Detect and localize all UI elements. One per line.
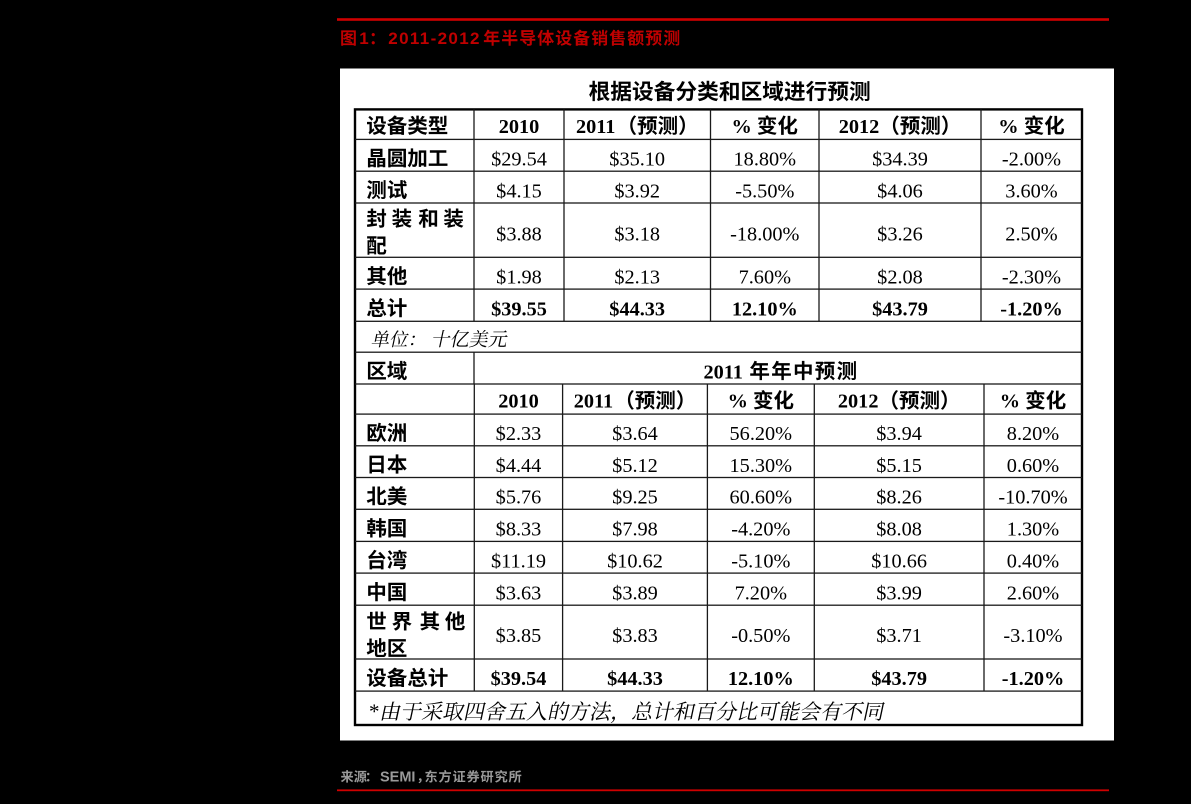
svg-text:-1.20%: -1.20% — [1002, 668, 1065, 690]
svg-text:7.60%: 7.60% — [739, 266, 791, 288]
svg-text:$39.54: $39.54 — [491, 668, 547, 690]
svg-text:2010: 2010 — [498, 391, 539, 413]
svg-text:-4.20%: -4.20% — [731, 519, 790, 541]
svg-text:-3.10%: -3.10% — [1003, 625, 1062, 647]
svg-text:2011: 2011 — [576, 116, 615, 138]
svg-text:18.80%: 18.80% — [734, 149, 797, 171]
svg-text:-2.30%: -2.30% — [1002, 266, 1061, 288]
svg-text:$3.89: $3.89 — [612, 582, 658, 604]
svg-text:$39.55: $39.55 — [491, 298, 547, 320]
svg-text:60.60%: 60.60% — [730, 487, 793, 509]
svg-text:$4.06: $4.06 — [877, 180, 923, 202]
svg-text:$10.66: $10.66 — [871, 551, 927, 573]
svg-text:0.40%: 0.40% — [1007, 551, 1059, 573]
svg-text:$11.19: $11.19 — [491, 551, 546, 573]
svg-text:%: % — [728, 391, 748, 413]
svg-text:$43.79: $43.79 — [871, 668, 927, 690]
svg-text:$8.33: $8.33 — [496, 519, 542, 541]
svg-text:*: * — [369, 700, 380, 724]
svg-text:2012: 2012 — [839, 116, 880, 138]
svg-text:0.60%: 0.60% — [1007, 455, 1059, 477]
svg-text:7.20%: 7.20% — [735, 582, 787, 604]
svg-text:%: % — [998, 116, 1018, 138]
svg-text:$3.18: $3.18 — [614, 223, 660, 245]
svg-text:$8.26: $8.26 — [876, 487, 922, 509]
svg-text:$3.83: $3.83 — [612, 625, 658, 647]
svg-text:12.10%: 12.10% — [728, 668, 794, 690]
svg-text:$5.15: $5.15 — [876, 455, 922, 477]
svg-text:2011-2012: 2011-2012 — [388, 29, 481, 48]
svg-text:$29.54: $29.54 — [491, 149, 547, 171]
svg-text:2.60%: 2.60% — [1007, 582, 1059, 604]
svg-text:$3.88: $3.88 — [496, 223, 542, 245]
svg-text:$2.33: $2.33 — [496, 423, 542, 445]
svg-text:$43.79: $43.79 — [872, 298, 928, 320]
svg-text:-0.50%: -0.50% — [731, 625, 790, 647]
svg-text:-5.50%: -5.50% — [735, 180, 794, 202]
svg-text:15.30%: 15.30% — [730, 455, 793, 477]
svg-text:-2.00%: -2.00% — [1002, 149, 1061, 171]
svg-text:$3.64: $3.64 — [612, 423, 658, 445]
svg-text:$4.15: $4.15 — [496, 180, 542, 202]
svg-text:8.20%: 8.20% — [1007, 423, 1059, 445]
svg-text:$34.39: $34.39 — [872, 149, 928, 171]
svg-text:$7.98: $7.98 — [612, 519, 658, 541]
svg-text:$3.85: $3.85 — [496, 625, 542, 647]
svg-text:$3.99: $3.99 — [876, 582, 922, 604]
svg-text:$4.44: $4.44 — [496, 455, 542, 477]
svg-text:$5.12: $5.12 — [612, 455, 658, 477]
svg-text:$3.26: $3.26 — [877, 223, 923, 245]
svg-text:$5.76: $5.76 — [496, 487, 542, 509]
svg-text:1.30%: 1.30% — [1007, 519, 1059, 541]
svg-text:12.10%: 12.10% — [732, 298, 798, 320]
svg-text:$44.33: $44.33 — [609, 298, 665, 320]
svg-text:$44.33: $44.33 — [607, 668, 663, 690]
svg-text:56.20%: 56.20% — [730, 423, 793, 445]
svg-text:$3.63: $3.63 — [496, 582, 542, 604]
svg-text:%: % — [732, 116, 752, 138]
svg-text:-1.20%: -1.20% — [1000, 298, 1063, 320]
svg-text:$3.71: $3.71 — [876, 625, 922, 647]
svg-text:$2.08: $2.08 — [877, 266, 923, 288]
svg-text:$1.98: $1.98 — [496, 266, 542, 288]
svg-text:1: 1 — [359, 29, 368, 48]
svg-text:%: % — [1000, 391, 1020, 413]
svg-text:$3.92: $3.92 — [614, 180, 660, 202]
svg-text:2011: 2011 — [704, 361, 743, 383]
svg-text:2012: 2012 — [838, 391, 879, 413]
svg-text:$10.62: $10.62 — [607, 551, 663, 573]
svg-text:$3.94: $3.94 — [876, 423, 922, 445]
svg-text:-18.00%: -18.00% — [730, 223, 799, 245]
svg-text:2011: 2011 — [574, 391, 613, 413]
svg-text:2010: 2010 — [499, 116, 540, 138]
svg-text:$2.13: $2.13 — [614, 266, 660, 288]
svg-text:$8.08: $8.08 — [876, 519, 922, 541]
svg-text:SEMI: SEMI — [380, 769, 415, 785]
svg-text:-10.70%: -10.70% — [998, 487, 1067, 509]
svg-text:3.60%: 3.60% — [1005, 180, 1057, 202]
svg-text:-5.10%: -5.10% — [731, 551, 790, 573]
svg-text:$35.10: $35.10 — [609, 149, 665, 171]
svg-text:$9.25: $9.25 — [612, 487, 658, 509]
svg-text:2.50%: 2.50% — [1005, 223, 1057, 245]
